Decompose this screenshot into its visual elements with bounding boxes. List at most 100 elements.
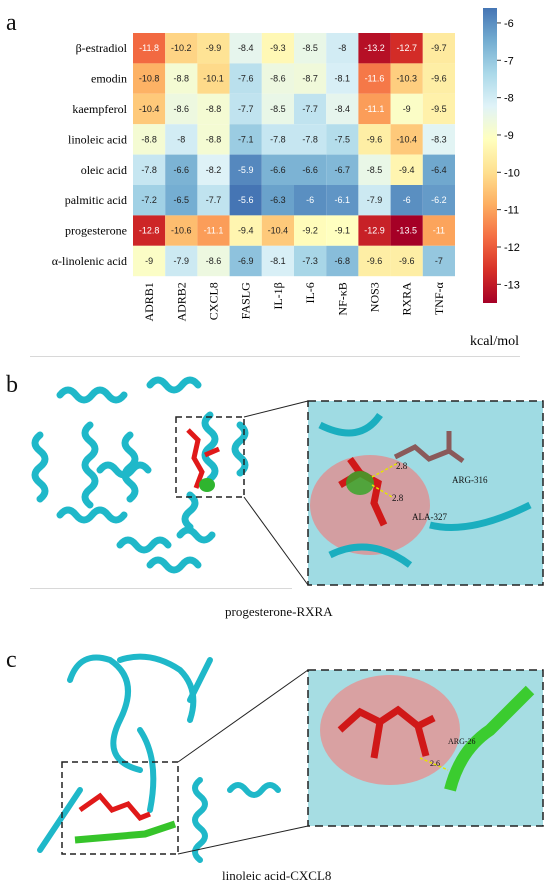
zoom-line-b-top (243, 400, 309, 418)
heatmap-cell (358, 63, 391, 94)
heatmap-cell (422, 215, 455, 246)
zoom-line-c-bottom (177, 825, 309, 855)
heatmap-cell-value: -7.7 (238, 104, 254, 114)
heatmap-cell (326, 154, 359, 185)
heatmap-cell (390, 124, 423, 155)
heatmap-cell-value: -7.6 (238, 74, 254, 84)
heatmap-cell (261, 33, 294, 64)
heatmap-cell (390, 185, 423, 216)
heatmap-cell-value: -8.4 (238, 43, 254, 53)
heatmap-cell-value: -7.8 (302, 134, 318, 144)
heatmap-cell (422, 124, 455, 155)
heatmap-cell (390, 154, 423, 185)
heatmap-cell (133, 185, 166, 216)
distance-label-c-1: 2.6 (430, 759, 440, 768)
heatmap-column-label: ADRB2 (174, 282, 188, 321)
colorbar-tick-label: -12 (504, 242, 520, 254)
heatmap-cell (422, 245, 455, 277)
heatmap-cell (133, 245, 166, 277)
heatmap-cell (326, 124, 359, 155)
heatmap-cell (165, 185, 198, 216)
heatmap-cell-value: -11.1 (204, 226, 224, 236)
heatmap-cell (197, 185, 230, 216)
heatmap-cell-value: -6.1 (335, 195, 351, 205)
heatmap-cell-value: -8.1 (270, 256, 286, 266)
heatmap-cell (294, 63, 327, 94)
heatmap-cell-value: -10.8 (139, 74, 160, 84)
panel-b-divider (30, 588, 292, 589)
heatmap-cell-value: -6.5 (174, 195, 190, 205)
heatmap-cell-value: -9.2 (302, 226, 318, 236)
heatmap-cell (294, 215, 327, 246)
heatmap-cell-value: -8 (177, 134, 185, 144)
heatmap-cell-value: -8.8 (141, 134, 157, 144)
heatmap-column-label: TNF-α (432, 281, 446, 315)
colorbar-tick-label: -6 (504, 18, 514, 30)
heatmap-cell-value: -7.5 (335, 134, 351, 144)
heatmap-cell-value: -8.6 (206, 256, 222, 266)
heatmap-row-label: emodin (91, 72, 127, 86)
heatmap-cell (229, 154, 262, 185)
heatmap-cell-value: -8.6 (174, 104, 190, 114)
rxra-protein-ribbon (31, 376, 249, 574)
heatmap-row-label: oleic acid (81, 163, 127, 177)
heatmap-cell-value: -10.4 (139, 104, 160, 114)
heatmap-cell (358, 245, 391, 277)
heatmap-cell-value: -9.1 (335, 226, 351, 236)
heatmap-cell-value: -7.8 (141, 165, 157, 175)
heatmap-cell (229, 33, 262, 64)
heatmap-column-label: ADRB1 (142, 282, 156, 321)
pocket-surface-b (310, 455, 430, 555)
heatmap-cell-value: -6.6 (302, 165, 318, 175)
heatmap-cell-value: -7.9 (174, 256, 190, 266)
heatmap-cell-value: -12.8 (139, 226, 160, 236)
heatmap-cell (197, 63, 230, 94)
heatmap-cell (165, 154, 198, 185)
heatmap-cell (165, 33, 198, 64)
heatmap-cell-value: -6.6 (174, 165, 190, 175)
cxcl8-structure-illustration: ARG-26 2.6 (37, 653, 544, 863)
heatmap-cell-value: -8.8 (174, 74, 190, 84)
heatmap-cell (165, 215, 198, 246)
heatmap-cell (390, 33, 423, 64)
distance-label-b-1: 2.8 (396, 461, 408, 471)
heatmap-cell-value: -9.7 (431, 43, 447, 53)
heatmap-cell-value: -8.5 (270, 104, 286, 114)
heatmap-cell (197, 93, 230, 125)
heatmap-cell-value: -9 (145, 256, 153, 266)
heatmap-cell (326, 63, 359, 94)
heatmap-cell (422, 154, 455, 185)
caption-b: progesterone-RXRA (225, 604, 333, 619)
heatmap-cell-value: -6.2 (431, 195, 447, 205)
heatmap-cell (165, 124, 198, 155)
heatmap-cell (229, 215, 262, 246)
heatmap-cell (165, 245, 198, 277)
heatmap-cell-value: -9.6 (367, 256, 383, 266)
panel-label-c: c (6, 647, 17, 673)
heatmap-cell (294, 33, 327, 64)
panel-a-divider (30, 356, 520, 357)
heatmap-cell (133, 63, 166, 94)
heatmap-row-label: β-estradiol (76, 41, 128, 55)
heatmap-cell-value: -11.8 (139, 43, 159, 53)
zoom-strand-green-c (444, 685, 535, 792)
heatmap-cell-value: -8.1 (335, 74, 351, 84)
heatmap-row-label: progesterone (65, 224, 127, 238)
heatmap-cell-value: -7.9 (367, 195, 383, 205)
heatmap-cell-value: -6.9 (238, 256, 254, 266)
zoom-box-b-small (175, 416, 245, 498)
heatmap-cell (261, 215, 294, 246)
heatmap-cell-value: -7.8 (270, 134, 286, 144)
heatmap-cell (294, 124, 327, 155)
colorbar-unit-label: kcal/mol (470, 334, 519, 349)
heatmap-cell-value: -10.3 (396, 74, 417, 84)
heatmap-cell-value: -8.5 (367, 165, 383, 175)
colorbar-tick-label: -11 (504, 205, 519, 217)
zoom-ligand-green-b (346, 471, 374, 495)
heatmap-cell (294, 185, 327, 216)
heatmap-cell (133, 33, 166, 64)
colorbar (483, 8, 497, 303)
heatmap-cell-value: -11 (433, 226, 445, 236)
cxcl8-protein-ribbon (37, 653, 281, 863)
heatmap-row-label: kaempferol (72, 102, 127, 116)
